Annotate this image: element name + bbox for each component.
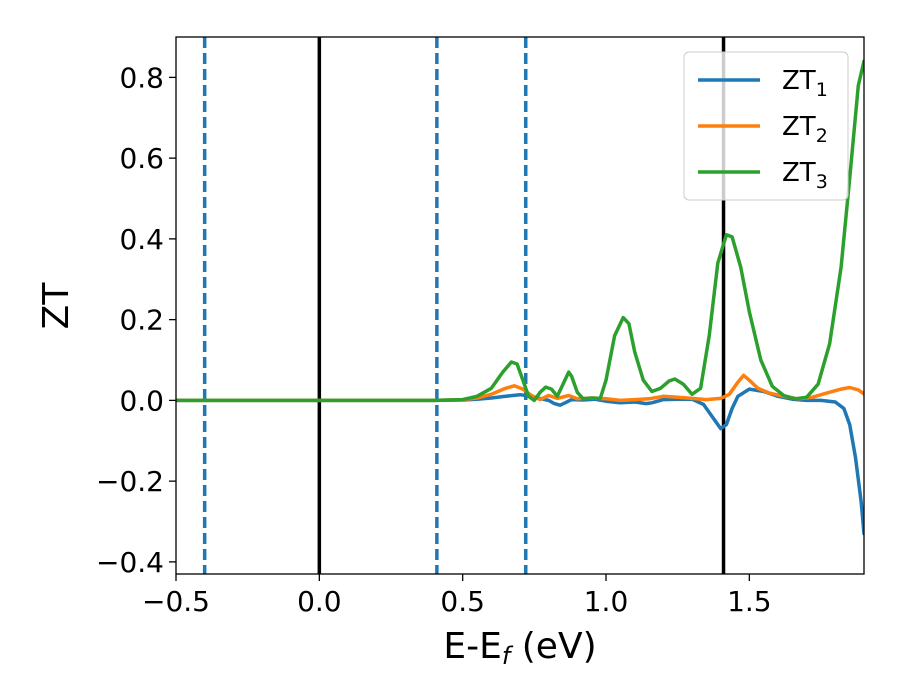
x-tick-label: 1.0 [584, 585, 629, 618]
legend-label-zt1: ZT1 [782, 66, 828, 101]
x-axis-ticks: −0.5 0.0 0.5 1.0 1.5 [142, 574, 772, 618]
legend-label-zt3: ZT3 [782, 158, 828, 193]
legend-label-zt2: ZT2 [782, 112, 828, 147]
x-axis-label-main: E-E [443, 626, 501, 667]
x-tick-label: 1.5 [727, 585, 772, 618]
y-tick-label: −0.4 [96, 546, 164, 579]
legend: ZT1 ZT2 ZT3 [683, 51, 849, 201]
series-line-zt3 [176, 59, 864, 403]
plot-frame [175, 36, 865, 575]
series-line-zt1 [176, 387, 864, 536]
y-tick-label: 0.8 [119, 61, 164, 94]
x-axis-label: E-Ef (eV) [443, 626, 596, 670]
y-tick-label: 0.4 [119, 223, 164, 256]
y-tick-label: 0.6 [119, 142, 164, 175]
legend-box [683, 51, 849, 201]
series-line-zt2 [176, 373, 864, 403]
x-tick-label: 0.0 [297, 585, 342, 618]
y-tick-label: −0.2 [96, 465, 164, 498]
y-axis-ticks: −0.4 −0.2 0.0 0.2 0.4 0.6 0.8 [96, 61, 176, 579]
y-axis-label: ZT [36, 282, 77, 330]
y-tick-label: 0.2 [119, 304, 164, 337]
series-lines [176, 59, 864, 536]
x-tick-label: 0.5 [440, 585, 485, 618]
x-axis-label-units: (eV) [510, 626, 596, 667]
y-tick-label: 0.0 [119, 384, 164, 417]
x-tick-label: −0.5 [142, 585, 210, 618]
reference-lines [202, 37, 726, 574]
